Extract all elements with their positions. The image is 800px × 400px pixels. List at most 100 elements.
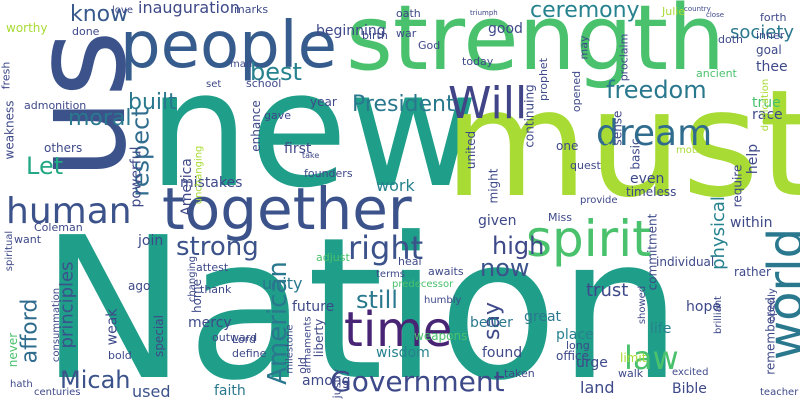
word-others: others xyxy=(44,141,83,155)
word-love: love xyxy=(112,5,133,16)
word-good: good xyxy=(488,21,523,37)
word-lord: Lord xyxy=(232,333,256,346)
word-true: true xyxy=(752,95,781,111)
word-goal: goal xyxy=(756,43,782,57)
word-special: special xyxy=(151,315,166,357)
word-right: right xyxy=(348,229,424,267)
word-land: land xyxy=(580,378,615,397)
word-beginning: beginning xyxy=(316,23,386,39)
word-julie: Julie xyxy=(662,5,686,18)
word-life: life xyxy=(650,321,672,337)
word-never: never xyxy=(6,332,21,368)
word-require: require xyxy=(730,164,745,208)
word-gave: gave xyxy=(264,109,292,122)
word-hope: hope xyxy=(686,299,721,315)
word-powerful: powerful xyxy=(128,146,145,208)
word-weakness: weakness xyxy=(2,100,17,160)
word-birth: birth xyxy=(362,29,388,42)
word-trust: trust xyxy=(586,280,629,301)
word-taken: taken xyxy=(504,367,535,380)
word-want: want xyxy=(14,233,42,246)
word-race: race xyxy=(752,107,783,123)
word-weapons: weapons xyxy=(414,329,468,343)
word-set: set xyxy=(206,79,222,90)
word-human: human xyxy=(6,191,132,232)
word-war: war xyxy=(396,27,417,40)
word-hath: hath xyxy=(10,379,33,390)
word-justly: justly xyxy=(330,368,344,399)
word-work: work xyxy=(376,176,415,195)
word-changing: changing xyxy=(187,255,199,303)
word-humbly: humbly xyxy=(424,295,462,306)
word-doth: doth xyxy=(718,33,743,46)
word-within: within xyxy=(730,215,773,231)
word-law: law xyxy=(624,339,679,377)
word-close: close xyxy=(706,11,725,19)
word-forth: forth xyxy=(760,11,787,24)
word-today: today xyxy=(462,55,494,68)
word-bold: bold xyxy=(108,349,132,362)
word-might: might xyxy=(486,168,501,204)
word-better: better xyxy=(470,315,513,331)
word-timeless: timeless xyxy=(626,185,677,199)
word-quest: quest xyxy=(570,159,601,172)
word-marks: marks xyxy=(234,3,269,16)
word-fresh: fresh xyxy=(0,61,13,90)
word-urge: urge xyxy=(576,355,608,371)
word-oath: oath xyxy=(396,7,421,20)
word-country: country xyxy=(684,5,711,13)
word-bible: Bible xyxy=(672,381,707,397)
word-proclaim: proclaim xyxy=(617,33,631,82)
word-showed: showed xyxy=(637,285,649,325)
word-afford: afford xyxy=(17,298,43,364)
word-spirit: spirit xyxy=(526,210,652,268)
word-first: first xyxy=(284,141,312,157)
word-mother: mother xyxy=(676,145,713,156)
word-among: among xyxy=(302,373,351,389)
word-people: people xyxy=(120,9,337,83)
word-coleman: Coleman xyxy=(34,221,83,234)
word-predecessor: predecessor xyxy=(392,279,454,290)
word-used: used xyxy=(132,382,171,400)
word-inner: inner xyxy=(756,29,785,42)
word-president: President xyxy=(352,92,455,117)
word-adjust: adjust xyxy=(316,251,350,264)
word-done: done xyxy=(72,25,100,38)
word-miss: Miss xyxy=(548,211,573,224)
word-society: society xyxy=(730,22,795,43)
word-office: office xyxy=(556,349,589,363)
word-two: Two xyxy=(599,135,613,156)
word-mercy: mercy xyxy=(188,315,232,331)
word-strong: strong xyxy=(176,232,259,262)
word-liberty: liberty xyxy=(312,318,327,358)
word-time: time xyxy=(344,302,453,358)
word-terms: terms xyxy=(376,269,405,280)
word-great: great xyxy=(524,309,562,325)
word-wisdom: wisdom xyxy=(376,345,430,361)
word-teacher: teacher xyxy=(760,387,799,398)
word-join: join xyxy=(138,233,164,249)
word-rather: rather xyxy=(734,265,771,279)
word-outward: outward xyxy=(212,331,258,344)
word-inauguration: inauguration xyxy=(138,0,240,17)
word-milestone: milestone xyxy=(284,324,296,374)
word-know: know xyxy=(70,2,129,27)
word-take: take xyxy=(302,151,320,160)
word-attest: attest xyxy=(196,261,229,274)
word-government: Government xyxy=(330,365,505,398)
word-even: even xyxy=(630,171,665,187)
word-let: Let xyxy=(26,152,64,180)
word-admonition: admonition xyxy=(24,99,87,112)
word-new: new xyxy=(148,36,479,223)
word-freedom: freedom xyxy=(606,76,707,104)
word-ago: ago xyxy=(128,279,151,293)
word-strength: strength xyxy=(346,0,726,91)
word-now: now xyxy=(480,254,530,282)
word-sense: sense xyxy=(610,110,625,146)
word-unchanging: unchanging xyxy=(193,145,205,205)
word-enhance: enhance xyxy=(248,100,263,152)
word-micah: Micah xyxy=(60,366,131,394)
word-year: year xyxy=(310,95,337,109)
word-consummation: consummation xyxy=(51,287,63,363)
word-centuries: centuries xyxy=(34,387,81,398)
